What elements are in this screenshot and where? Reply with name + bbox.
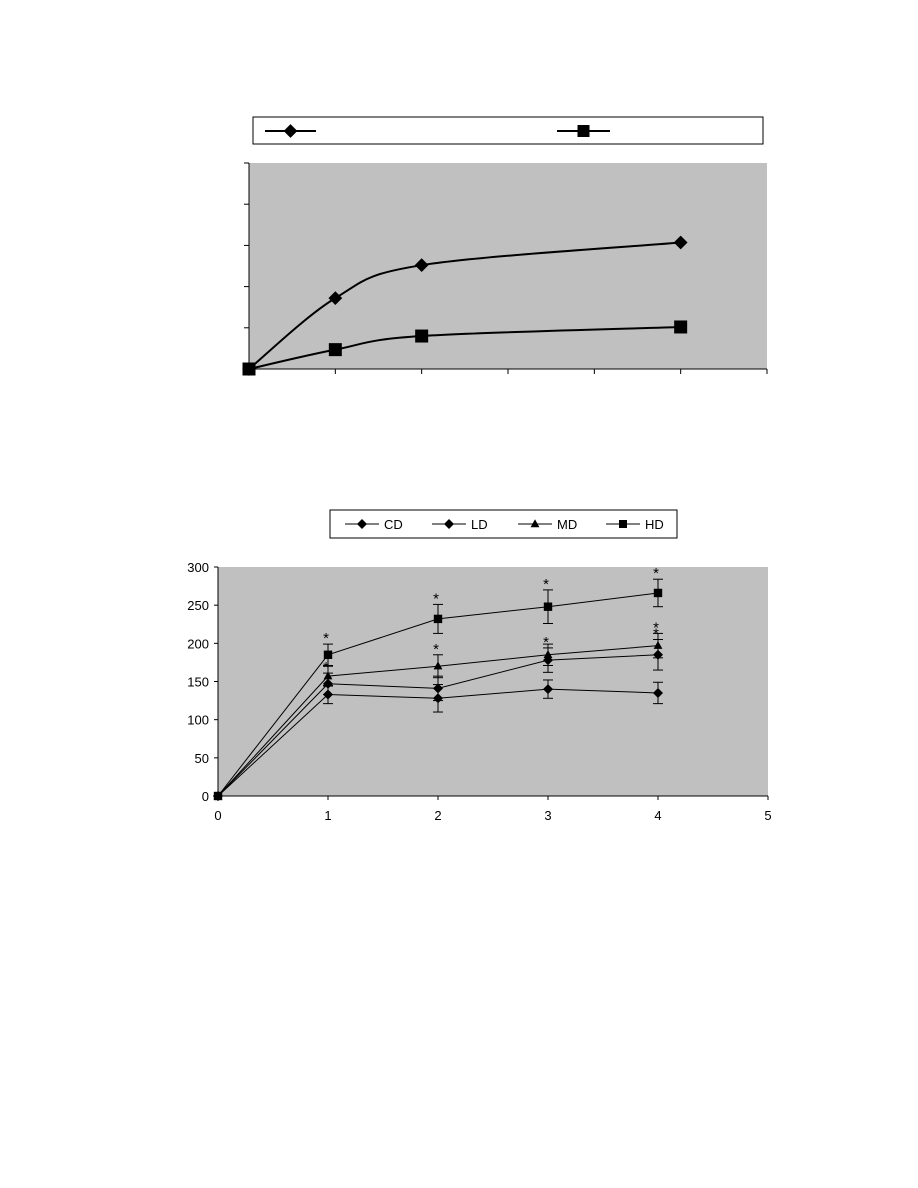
data-point-cd [543, 684, 553, 695]
y-tick-label: 0 [202, 789, 209, 804]
chart-2-series [213, 578, 663, 801]
legend-label-md: MD [557, 517, 577, 532]
chart-2-significance-marks: ** ******* [323, 565, 659, 676]
legend-marker-md [530, 519, 540, 528]
data-point-md [323, 671, 333, 680]
chart-2-plot-area [218, 567, 768, 796]
chart-1 [242, 116, 768, 376]
significance-star: * [543, 634, 549, 651]
data-point-square [415, 329, 429, 343]
data-point-md [433, 661, 443, 670]
legend-marker-cd [357, 519, 367, 529]
data-point-square [242, 362, 256, 376]
data-point-diamond [673, 235, 688, 250]
y-tick-label: 250 [187, 598, 209, 613]
chart-1-legend-box [252, 116, 764, 145]
data-point-square [328, 343, 342, 357]
significance-star: * [433, 641, 439, 658]
x-tick-label: 0 [214, 808, 221, 823]
significance-star: * [323, 659, 329, 676]
chart-1-legend [265, 124, 610, 138]
chart-2-legend: CD LD MD HD [345, 517, 664, 532]
data-point-md [543, 649, 553, 658]
significance-star: * [653, 619, 659, 636]
x-tick-label: 3 [544, 808, 551, 823]
legend-label-hd: HD [645, 517, 664, 532]
data-point-hd [543, 602, 553, 611]
data-point-cd [653, 687, 663, 698]
data-point-ld [433, 683, 443, 694]
series-line [248, 325, 681, 370]
chart-2-ticks: 0 50 100 150 200 250 300 0 1 2 3 4 5 [187, 560, 771, 823]
significance-star: * [653, 626, 659, 643]
x-tick-label: 4 [654, 808, 661, 823]
chart-1-series [242, 235, 688, 376]
series-line [248, 241, 681, 370]
y-tick-label: 50 [195, 751, 209, 766]
significance-star: * [323, 630, 329, 647]
legend-marker-hd [619, 520, 627, 528]
significance-star: * [433, 590, 439, 607]
y-tick-label: 150 [187, 675, 209, 690]
data-point-square [674, 320, 688, 334]
data-point-hd [323, 650, 333, 659]
data-point-hd [433, 614, 443, 624]
chart-1-plot-area [249, 163, 767, 369]
legend-marker-diamond [283, 124, 298, 138]
y-tick-label: 200 [187, 636, 209, 651]
significance-star: * [653, 565, 659, 582]
x-tick-label: 1 [324, 808, 331, 823]
y-tick-label: 100 [187, 713, 209, 728]
data-point-md [653, 640, 663, 649]
data-point-hd [653, 588, 663, 598]
significance-star: * [543, 576, 549, 593]
legend-marker-ld [444, 519, 454, 529]
data-point-diamond [328, 291, 343, 306]
legend-label-cd: CD [384, 517, 403, 532]
legend-marker-square [577, 125, 590, 137]
y-tick-label: 300 [187, 560, 209, 575]
x-tick-label: 5 [764, 808, 771, 823]
x-tick-label: 2 [434, 808, 441, 823]
legend-label-ld: LD [471, 517, 488, 532]
data-point-diamond [414, 258, 429, 273]
data-point-hd [213, 791, 223, 801]
